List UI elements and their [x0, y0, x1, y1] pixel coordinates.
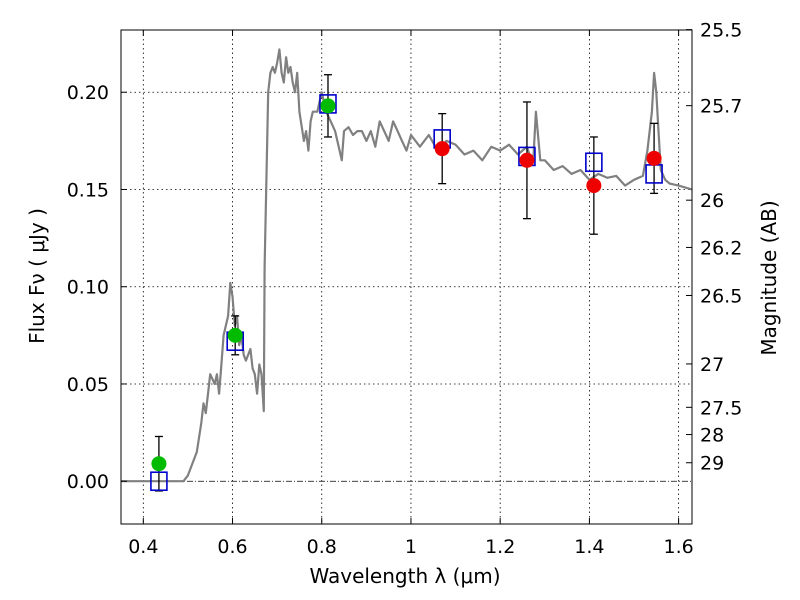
right-tick-label: 25.5	[700, 20, 742, 42]
grid-lines	[121, 30, 692, 524]
x-tick-label: 0.6	[217, 536, 247, 558]
right-tick-label: 26.2	[700, 237, 742, 259]
model-sed-line	[121, 48, 693, 483]
model-photometry-square	[150, 471, 168, 492]
photometry-point	[646, 150, 662, 166]
photometry-point	[586, 178, 602, 194]
plot-series	[121, 48, 693, 492]
axis-ticks	[121, 29, 692, 524]
photometry-point	[434, 141, 450, 157]
x-axis-label: Wavelength λ (μm)	[309, 564, 500, 588]
x-tick-label: 1.4	[574, 536, 604, 558]
right-tick-label: 27	[700, 354, 724, 376]
right-tick-label: 26	[700, 190, 724, 212]
model-photometry-square	[585, 152, 603, 173]
photometry-point	[320, 98, 336, 114]
photometry-point	[227, 327, 243, 343]
right-tick-label: 25.7	[700, 96, 742, 118]
right-tick-label: 29	[700, 453, 724, 475]
y-tick-label: 0.05	[67, 374, 109, 396]
x-tick-label: 0.8	[307, 536, 337, 558]
right-axis-label: Magnitude (AB)	[757, 200, 781, 355]
x-tick-label: 1.2	[485, 536, 515, 558]
right-tick-label: 26.5	[700, 285, 742, 307]
x-tick-label: 1	[405, 536, 417, 558]
y-tick-label: 0.20	[67, 82, 109, 104]
plot-frame	[120, 29, 693, 525]
tick-labels: 0.4 0.6 0.8 1 1.2 1.4 1.6 0.00 0.05 0.10 0.15 0.20 2…	[67, 20, 743, 558]
photometry-point	[519, 152, 535, 168]
photometry-point	[151, 456, 167, 472]
x-tick-label: 0.4	[128, 536, 158, 558]
y-axis-label: Flux Fν ( μJy )	[25, 208, 49, 344]
y-tick-label: 0.15	[67, 179, 109, 201]
right-tick-label: 27.5	[700, 397, 742, 419]
right-tick-label: 28	[700, 425, 724, 447]
y-tick-label: 0.10	[67, 277, 109, 299]
x-tick-label: 1.6	[664, 536, 694, 558]
y-tick-label: 0.00	[67, 471, 109, 493]
